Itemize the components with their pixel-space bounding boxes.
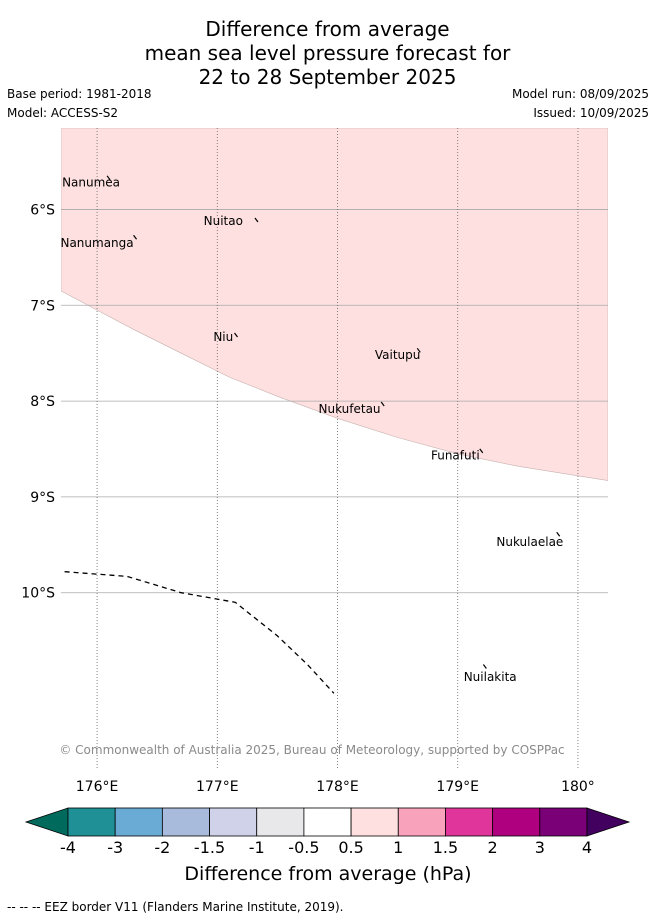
longitude-tick-label: 180°	[561, 779, 595, 795]
longitude-tick-label: 177°E	[196, 779, 239, 795]
island-label: Nanumanga	[60, 236, 133, 250]
issued-text: Issued: 10/09/2025	[533, 106, 649, 120]
island-label: Vaitupu	[375, 348, 421, 362]
title-line-2: mean sea level pressure forecast for	[144, 41, 511, 65]
longitude-gridlines	[96, 128, 579, 770]
longitude-tick-label: 179°E	[436, 779, 479, 795]
colorbar-tick-label: 0.5	[338, 838, 363, 857]
island-outline	[380, 401, 385, 407]
island-label: Nuilakita	[464, 670, 517, 684]
colorbar-tick-label: -1	[249, 838, 265, 857]
colorbar-arrow-high	[586, 807, 631, 837]
island-outline	[133, 234, 138, 240]
colorbar-tick-labels: -4 -3 -2 -1.5 -1 -0.5 0.5 1 1.5 2 3 4	[60, 838, 592, 857]
colorbar-bin	[67, 807, 116, 837]
island-outline	[106, 175, 111, 181]
colorbar-bin	[256, 807, 305, 837]
base-period-text: Base period: 1981-2018	[7, 87, 152, 101]
colorbar-bin	[303, 807, 352, 837]
colorbar-bin	[492, 807, 541, 837]
colorbar-tick-label: -1.5	[194, 838, 225, 857]
eez-border	[64, 571, 335, 694]
latitude-tick-label: 10°S	[21, 586, 55, 602]
colorbar-bin	[161, 807, 210, 837]
map-plot-area: Nanumea Nuitao Nanumanga Niu Vaitupu Nukufeta…	[59, 128, 608, 770]
colorbar-tick-label: -4	[60, 838, 76, 857]
colorbar-tick-label: 3	[535, 838, 545, 857]
island-label: Niu	[213, 330, 233, 344]
longitude-tick-label: 176°E	[76, 779, 119, 795]
colorbar-legend: -4 -3 -2 -1.5 -1 -0.5 0.5 1 1.5 2 3 4 Difference fr…	[24, 807, 631, 885]
island-label: Nanumea	[62, 176, 120, 190]
colorbar-label: Difference from average (hPa)	[184, 863, 471, 885]
latitude-tick-label: 6°S	[30, 202, 55, 218]
colorbar-bin	[209, 807, 258, 837]
islands-layer: Nanumea Nuitao Nanumanga Niu Vaitupu Nukufeta…	[60, 175, 563, 684]
model-run-text: Model run: 08/09/2025	[511, 87, 649, 101]
latitude-tick-labels: 6°S 7°S 8°S 9°S 10°S	[21, 202, 55, 601]
latitude-tick-label: 7°S	[30, 298, 55, 314]
island-outline	[482, 664, 487, 669]
colorbar-bin	[445, 807, 494, 837]
island-label: Funafuti	[431, 449, 480, 463]
island-outline	[416, 347, 421, 353]
eez-source-note: -- -- -- EEZ border V11 (Flanders Marine…	[7, 900, 344, 914]
longitude-tick-label: 178°E	[316, 779, 359, 795]
map-title: Difference from average mean sea level p…	[0, 17, 655, 89]
colorbar-tick-label: -3	[107, 838, 123, 857]
longitude-tick-labels: 176°E 177°E 178°E 179°E 180°	[76, 779, 595, 795]
island-outline	[556, 531, 561, 537]
title-line-1: Difference from average	[205, 17, 450, 41]
colorbar-tick-label: -2	[154, 838, 170, 857]
copyright-text: © Commonwealth of Australia 2025, Bureau…	[59, 743, 564, 757]
latitude-gridlines	[61, 209, 608, 594]
island-label: Nukufetau	[319, 402, 381, 416]
island-label: Nukulaelae	[496, 535, 563, 549]
pressure-anomaly-region	[61, 128, 608, 481]
latitude-tick-label: 8°S	[30, 394, 55, 410]
island-outline	[234, 332, 239, 338]
title-line-3: 22 to 28 September 2025	[198, 65, 457, 89]
island-outline	[254, 217, 259, 223]
latitude-tick-label: 9°S	[30, 490, 55, 506]
model-text: Model: ACCESS-S2	[7, 106, 119, 120]
colorbar-tick-label: -0.5	[288, 838, 319, 857]
colorbar-tick-label: 2	[488, 838, 498, 857]
colorbar-bins	[67, 807, 588, 837]
colorbar-arrow-low	[24, 807, 69, 837]
colorbar-bin	[397, 807, 446, 837]
island-label: Nuitao	[204, 214, 243, 228]
colorbar-tick-label: 1.5	[433, 838, 458, 857]
colorbar-bin	[539, 807, 588, 837]
colorbar-tick-label: 1	[393, 838, 403, 857]
colorbar-tick-label: 4	[582, 838, 592, 857]
colorbar-bin	[114, 807, 163, 837]
island-outline	[479, 448, 484, 454]
colorbar-bin	[350, 807, 399, 837]
